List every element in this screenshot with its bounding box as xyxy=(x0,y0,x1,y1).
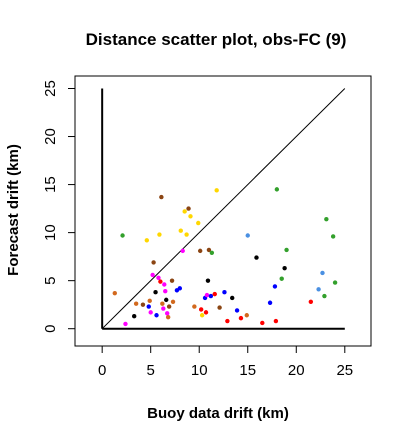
data-point xyxy=(260,320,265,326)
x-tick-label: 15 xyxy=(239,362,256,379)
data-point xyxy=(123,321,128,327)
data-point xyxy=(184,232,189,237)
data-point xyxy=(186,206,191,211)
data-point xyxy=(188,214,193,219)
data-point xyxy=(180,248,185,254)
data-point xyxy=(156,275,161,280)
data-point xyxy=(147,298,152,304)
reference-lines xyxy=(101,88,346,330)
data-point xyxy=(164,311,170,316)
data-point xyxy=(182,209,187,214)
data-point xyxy=(146,304,151,309)
data-point xyxy=(162,282,167,287)
x-tick-label: 0 xyxy=(98,362,106,379)
data-point xyxy=(267,300,273,305)
data-point xyxy=(158,279,163,284)
data-point xyxy=(322,293,327,299)
data-point xyxy=(157,232,162,237)
data-point xyxy=(217,305,222,310)
chart-title: Distance scatter plot, obs-FC (9) xyxy=(86,30,347,49)
data-point xyxy=(254,255,259,260)
data-point xyxy=(234,308,240,313)
data-point xyxy=(273,318,279,324)
data-point xyxy=(320,270,325,276)
data-point xyxy=(196,220,201,226)
y-tick-label: 25 xyxy=(42,80,59,97)
plot-frame xyxy=(74,75,372,347)
data-point xyxy=(198,307,204,312)
data-point xyxy=(151,260,156,265)
data-point xyxy=(133,301,139,306)
data-point xyxy=(169,278,175,283)
data-point xyxy=(244,313,249,318)
data-point xyxy=(159,194,164,200)
data-point xyxy=(163,289,168,294)
data-point xyxy=(203,310,209,315)
y-axis-label: Forecast drift (km) xyxy=(5,144,22,276)
diagonal-reference-line xyxy=(101,88,346,330)
data-point xyxy=(144,238,150,243)
data-point xyxy=(225,318,230,324)
x-axis: 0 5 10 15 20 25 xyxy=(98,346,353,379)
data-point xyxy=(330,234,336,239)
data-point xyxy=(204,292,210,298)
data-point xyxy=(205,278,211,283)
y-tick-label: 20 xyxy=(42,128,59,145)
data-point xyxy=(245,233,250,238)
x-tick-label: 25 xyxy=(336,362,353,379)
data-point xyxy=(272,284,278,289)
data-point xyxy=(316,287,321,292)
data-point xyxy=(308,299,314,305)
x-tick-label: 10 xyxy=(191,362,208,379)
data-point xyxy=(282,265,287,271)
data-point xyxy=(197,248,203,254)
x-axis-label: Buoy data drift (km) xyxy=(147,405,289,422)
data-point xyxy=(177,286,183,291)
y-tick-label: 15 xyxy=(42,176,59,193)
y-tick-label: 0 xyxy=(42,325,59,333)
data-point xyxy=(209,250,215,255)
data-point xyxy=(154,313,159,318)
data-point xyxy=(199,313,205,318)
data-point xyxy=(170,299,176,305)
data-point xyxy=(238,315,244,321)
data-point xyxy=(161,306,166,311)
data-point xyxy=(153,289,158,295)
data-point xyxy=(165,314,171,320)
data-point xyxy=(132,314,137,319)
data-point xyxy=(140,302,146,307)
data-point xyxy=(112,290,117,296)
data-point xyxy=(274,187,280,192)
data-point xyxy=(324,216,329,222)
x-tick-label: 5 xyxy=(147,362,155,379)
data-point xyxy=(166,304,172,309)
data-point xyxy=(164,297,169,303)
data-point xyxy=(160,301,165,306)
data-point xyxy=(206,247,212,253)
y-axis: 0 5 10 15 20 25 xyxy=(42,80,75,333)
data-point xyxy=(208,293,214,299)
data-point xyxy=(214,188,219,193)
data-point xyxy=(230,295,235,301)
data-point xyxy=(284,247,289,253)
y-tick-label: 5 xyxy=(42,276,59,284)
y-tick-label: 10 xyxy=(42,224,59,241)
data-point xyxy=(148,310,153,315)
data-point xyxy=(222,289,227,295)
data-point xyxy=(150,272,155,278)
data-point xyxy=(212,291,217,297)
data-point xyxy=(178,228,183,233)
data-point xyxy=(279,276,284,281)
data-point xyxy=(192,304,197,309)
data-point xyxy=(332,280,338,285)
data-point xyxy=(120,233,125,238)
x-tick-label: 20 xyxy=(288,362,305,379)
data-points xyxy=(112,187,338,327)
